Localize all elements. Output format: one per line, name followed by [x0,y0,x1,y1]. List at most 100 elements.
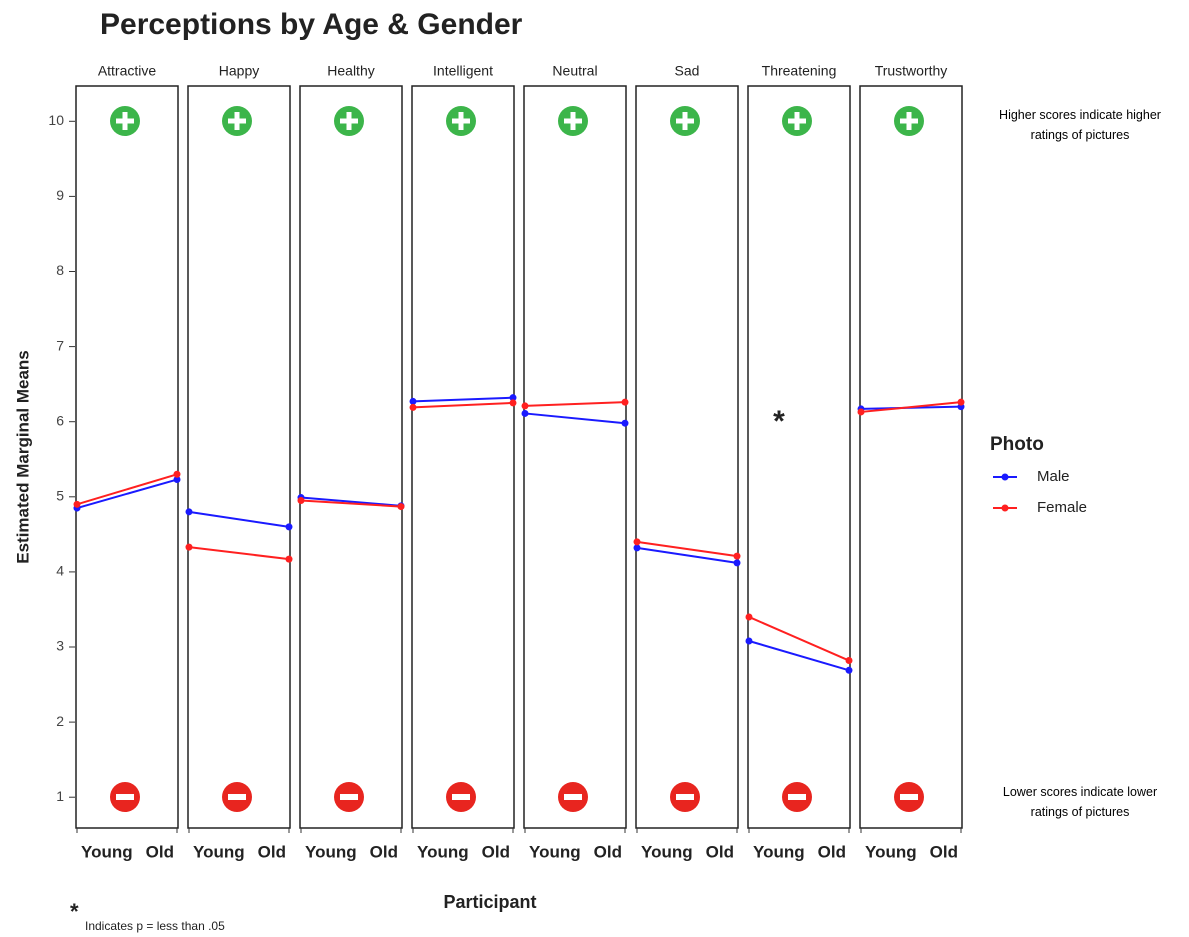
point [521,409,529,417]
minus-bar [564,794,582,800]
panel [299,85,403,829]
plus-bar [682,112,688,130]
point [857,408,865,416]
x-tick-label: Young [865,842,917,861]
plus-bar [794,112,800,130]
series-line [188,510,290,528]
high-note-box: Higher scores indicate higher ratings of… [999,108,1161,142]
point [409,403,417,411]
point [521,402,529,410]
minus-bar [788,794,806,800]
x-tick-label: Old [706,842,734,861]
minus-bar [228,794,246,800]
point [297,497,305,505]
x-tick-label: Young [81,842,133,861]
x-tick-label: Young [529,842,581,861]
minus-bar [116,794,134,800]
panel [747,85,851,829]
point [633,538,641,546]
y-tick-label: 5 [56,488,64,504]
point [509,399,517,407]
y-axis-label: Estimated Marginal Means [13,350,32,564]
x-tick-label: Old [930,842,958,861]
panel-title: Trustworthy [875,63,948,79]
x-tick-label: Young [641,842,693,861]
y-tick-label: 4 [56,563,64,579]
point [733,559,741,567]
series-line [300,499,402,508]
x-tick-label: Old [594,842,622,861]
significance-star: * [773,405,785,438]
x-tick-label: Old [482,842,510,861]
point [745,613,753,621]
point [957,398,965,406]
y-tick-label: 2 [56,713,64,729]
x-axis-label: Participant [443,892,536,912]
point [633,544,641,552]
y-tick-label: 6 [56,412,64,428]
panel-title: Intelligent [433,63,493,79]
series-line [412,401,514,409]
series-line [524,401,626,407]
panel-title: Threatening [762,63,837,79]
series-line [748,640,850,672]
panel [635,85,739,829]
y-tick-label: 9 [56,187,64,203]
panel [411,85,515,829]
point [397,503,405,511]
plus-bar [122,112,128,130]
y-tick-label: 7 [56,337,64,353]
panel [187,85,291,829]
point [621,419,629,427]
plus-bar [906,112,912,130]
panel [523,85,627,829]
minus-bar [452,794,470,800]
series-line [76,478,178,510]
high-note: Higher scores indicate higher ratings of… [999,108,1161,142]
minus-bar [900,794,918,800]
minus-bar [676,794,694,800]
x-tick-label: Young [305,842,357,861]
series-line [748,616,850,662]
footnote-star: * [70,899,79,924]
point [621,398,629,406]
legend-label: Male [1037,468,1070,485]
series-line [636,540,738,558]
point [745,637,753,645]
x-tick-label: Old [370,842,398,861]
point [173,470,181,478]
series-line [76,473,178,506]
x-tick-label: Young [193,842,245,861]
legend-point [1001,504,1009,512]
panel [859,85,963,829]
series-line [524,412,626,425]
point [285,523,293,531]
footnote: Indicates p = less than .05 [85,919,225,933]
legend-title: Photo [990,434,1044,455]
point [173,476,181,484]
panel-title: Healthy [327,63,374,79]
plus-bar [458,112,464,130]
series-line [300,496,402,507]
panel-title: Sad [675,63,700,79]
panel-title: Neutral [552,63,597,79]
point [185,508,193,516]
point [733,552,741,560]
series-line [188,546,290,561]
panel [75,85,179,829]
x-tick-label: Old [146,842,174,861]
minus-bar [340,794,358,800]
plus-bar [570,112,576,130]
x-tick-label: Old [258,842,286,861]
x-tick-label: Young [417,842,469,861]
x-tick-label: Old [818,842,846,861]
plus-bar [234,112,240,130]
y-tick-label: 10 [48,112,64,128]
chart-title: Perceptions by Age & Gender [100,8,523,41]
point [845,657,853,665]
point [73,500,81,508]
legend-point [1001,473,1009,481]
point [285,555,293,563]
plus-bar [346,112,352,130]
